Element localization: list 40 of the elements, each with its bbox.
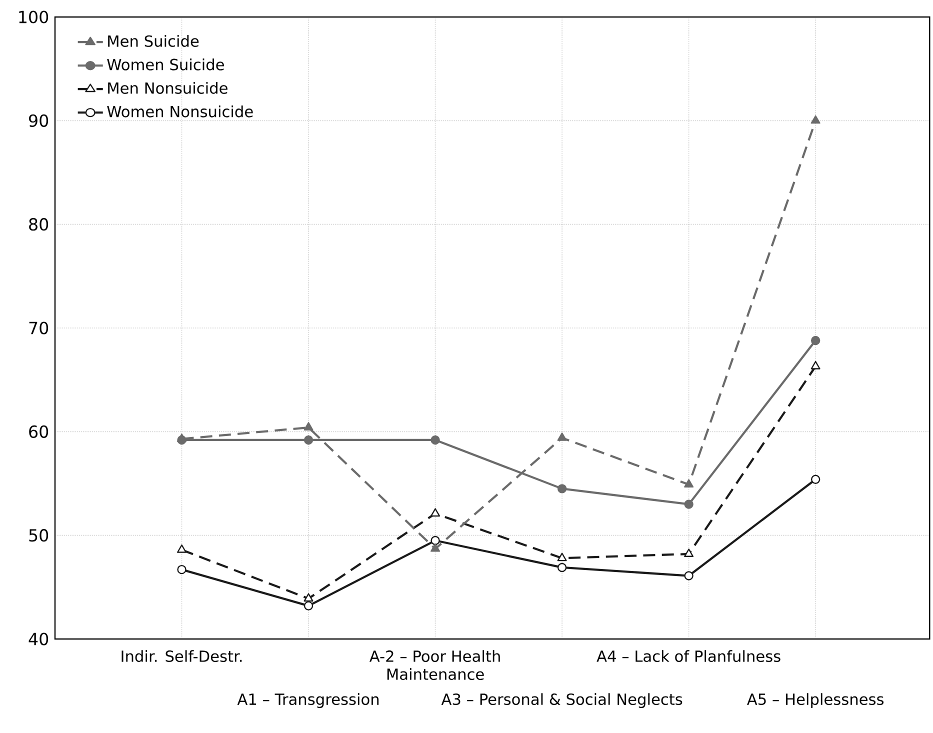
point (304, 422, 314, 431)
x-tick-label: A-2 – Poor Health Maintenance (369, 650, 500, 680)
legend-label: Men Suicide (108, 35, 199, 47)
legend-label: Women Nonsuicide (107, 105, 253, 118)
point (557, 432, 567, 441)
x-tick-label: A4 – Lack of Planfulness (596, 650, 780, 662)
point (810, 360, 820, 370)
point (304, 435, 314, 445)
point (177, 564, 186, 574)
y-tick-label: 70 (29, 322, 48, 334)
point (810, 474, 820, 484)
legend-label: Men Nonsuicide (108, 82, 228, 94)
y-tick-label: 80 (29, 218, 48, 231)
point (810, 115, 820, 124)
point (684, 548, 694, 557)
y-tick-label: 40 (28, 632, 48, 646)
point (430, 435, 440, 445)
y-tick-label: 60 (29, 425, 48, 438)
y-tick-label: 50 (29, 529, 48, 542)
point (684, 500, 694, 509)
y-tick-label: 100 (19, 10, 48, 24)
point (684, 479, 694, 488)
point (430, 536, 440, 546)
point (430, 508, 440, 517)
x-tick-label: A1 – Transgression (237, 693, 379, 708)
point (304, 593, 314, 602)
y-tick-label: 90 (29, 114, 48, 127)
point (557, 562, 567, 572)
point (177, 544, 187, 553)
x-tick-label: A5 – Helplessness (746, 693, 884, 708)
point (557, 484, 567, 494)
point (684, 571, 694, 580)
point (810, 336, 820, 346)
legend-label: Women Suicide (107, 58, 224, 70)
point (177, 434, 187, 442)
point (430, 543, 440, 552)
point (557, 552, 567, 562)
point (304, 601, 314, 610)
x-tick-label: A3 – Personal & Social Neglects (441, 693, 682, 708)
x-tick-label: Indir. Self-Destr. (122, 650, 242, 662)
